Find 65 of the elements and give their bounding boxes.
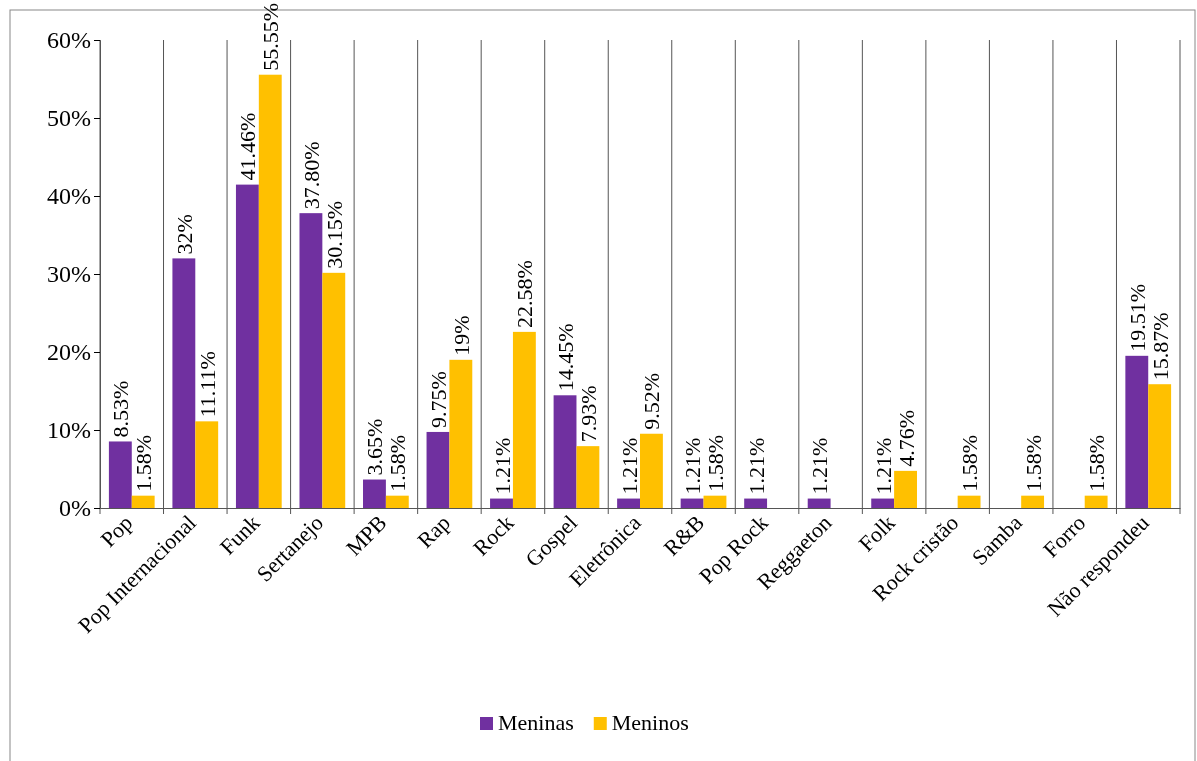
- bar: [576, 446, 600, 508]
- data-label: 9.52%: [639, 372, 665, 430]
- bar: [957, 495, 981, 508]
- data-label: 1.58%: [385, 434, 411, 492]
- bar: [258, 74, 282, 508]
- bar: [1021, 495, 1045, 508]
- bar: [1084, 495, 1108, 508]
- bar: [235, 184, 259, 508]
- bar: [617, 498, 640, 508]
- data-label: 1.58%: [1020, 434, 1046, 492]
- y-tick-label: 20%: [47, 339, 91, 366]
- bar: [322, 272, 346, 508]
- data-label: 3.65%: [362, 418, 388, 476]
- legend-label: Meninas: [498, 710, 574, 735]
- data-label: 30.15%: [321, 201, 347, 269]
- y-tick-label: 10%: [47, 417, 91, 444]
- legend-label: Meninos: [611, 710, 689, 735]
- bar: [449, 359, 473, 508]
- y-tick-label: 30%: [47, 261, 91, 288]
- data-label: 1.58%: [1084, 434, 1110, 492]
- bar: [1148, 384, 1172, 508]
- bar: [680, 498, 704, 508]
- data-label: 4.76%: [893, 410, 919, 467]
- bar: [894, 470, 917, 508]
- data-label: 9.75%: [425, 371, 451, 428]
- bar: [703, 495, 727, 508]
- bar: [385, 495, 409, 508]
- data-label: 1.21%: [489, 437, 515, 495]
- data-label: 37.80%: [298, 141, 324, 210]
- y-tick-label: 0%: [59, 495, 91, 522]
- data-label: 19.51%: [1124, 283, 1150, 352]
- bar: [426, 431, 450, 508]
- bar: [744, 498, 768, 508]
- data-label: 11.11%: [194, 351, 220, 418]
- bar: [299, 213, 323, 508]
- y-tick-label: 60%: [47, 27, 91, 54]
- bar: [108, 441, 132, 508]
- y-tick-label: 50%: [47, 105, 91, 132]
- data-label: 55.55%: [258, 2, 284, 71]
- bar: [807, 498, 831, 508]
- bar: [363, 479, 386, 508]
- bar: [131, 495, 155, 508]
- bar: [172, 258, 196, 508]
- data-label: 1.21%: [807, 437, 833, 495]
- bar: [1125, 355, 1149, 508]
- bar: [512, 331, 536, 508]
- y-tick-label: 40%: [47, 183, 91, 210]
- data-label: 1.21%: [616, 437, 642, 495]
- x-tick-label: Folk: [853, 509, 900, 557]
- x-tick-label: Rap: [412, 509, 456, 553]
- data-label: 32%: [171, 214, 197, 255]
- bar: [195, 421, 219, 508]
- bar: [490, 498, 513, 508]
- data-label: 8.53%: [108, 380, 134, 438]
- bar: [871, 498, 895, 508]
- data-label: 41.46%: [235, 112, 261, 181]
- data-label: 22.58%: [512, 260, 538, 328]
- data-label: 1.21%: [870, 437, 896, 495]
- data-label: 1.21%: [743, 437, 769, 495]
- data-label: 1.58%: [131, 434, 157, 492]
- data-label: 19%: [448, 315, 474, 356]
- data-label: 1.58%: [957, 434, 983, 492]
- data-label: 15.87%: [1147, 312, 1173, 381]
- bar: [640, 433, 663, 508]
- bar: [553, 395, 577, 508]
